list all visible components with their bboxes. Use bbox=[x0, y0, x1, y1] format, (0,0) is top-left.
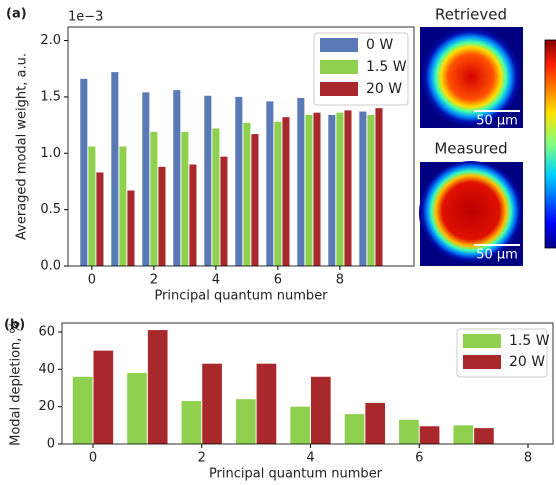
x-axis-label: Principal quantum number bbox=[209, 467, 383, 482]
x-tick-label: 4 bbox=[306, 451, 314, 466]
x-tick-label: 6 bbox=[415, 451, 423, 466]
bar bbox=[345, 414, 365, 444]
bar bbox=[173, 90, 180, 266]
y-tick-label: 60 bbox=[38, 324, 55, 339]
bar bbox=[375, 108, 382, 266]
figure: (a) (b) Retrieved 50 µm Measured 50 µm 0… bbox=[0, 0, 556, 481]
y-axis-label: Modal depletion, % bbox=[9, 321, 24, 446]
y-tick-label: 40 bbox=[38, 362, 55, 377]
x-tick-label: 0 bbox=[88, 273, 96, 288]
bar bbox=[150, 132, 157, 266]
x-axis-label: Principal quantum number bbox=[154, 289, 328, 304]
x-tick-label: 2 bbox=[150, 273, 158, 288]
image-title: Measured bbox=[434, 140, 507, 158]
bar bbox=[367, 115, 374, 266]
legend-label: 20 W bbox=[509, 354, 545, 370]
y-offset-label: 1e−3 bbox=[68, 10, 103, 25]
bar bbox=[282, 117, 289, 266]
bar bbox=[297, 98, 304, 266]
image-title: Retrieved bbox=[435, 6, 507, 24]
bar bbox=[336, 113, 343, 266]
x-tick-label: 0 bbox=[89, 451, 97, 466]
y-tick-label: 0.0 bbox=[40, 259, 61, 274]
bar bbox=[73, 377, 93, 444]
y-tick-label: 0.5 bbox=[40, 202, 61, 217]
legend-label: 0 W bbox=[366, 37, 393, 53]
bar bbox=[220, 157, 227, 266]
bar bbox=[290, 407, 310, 444]
bar bbox=[202, 364, 222, 444]
x-tick-label: 6 bbox=[274, 273, 282, 288]
bar bbox=[93, 351, 113, 444]
x-tick-label: 8 bbox=[524, 451, 532, 466]
x-tick-label: 8 bbox=[336, 273, 344, 288]
bar bbox=[181, 132, 188, 266]
bar bbox=[420, 426, 440, 444]
bar bbox=[111, 72, 118, 266]
bar bbox=[236, 399, 256, 444]
panel-label: (a) bbox=[6, 7, 27, 22]
bar bbox=[251, 134, 258, 266]
legend-swatch bbox=[320, 82, 358, 96]
bar bbox=[212, 128, 219, 266]
bar bbox=[305, 115, 312, 266]
bar bbox=[127, 373, 147, 444]
legend-label: 20 W bbox=[366, 81, 402, 97]
bar bbox=[399, 420, 419, 444]
bar bbox=[142, 92, 149, 266]
bar bbox=[158, 167, 165, 266]
bar bbox=[204, 96, 211, 266]
bar bbox=[148, 330, 168, 444]
y-tick-label: 2.0 bbox=[40, 33, 61, 48]
legend-swatch bbox=[320, 38, 358, 52]
bar bbox=[328, 115, 335, 266]
bar bbox=[119, 147, 126, 267]
bar bbox=[127, 190, 134, 266]
legend-label: 1.5 W bbox=[366, 59, 407, 75]
bar bbox=[182, 401, 202, 444]
bar bbox=[311, 377, 331, 444]
x-tick-label: 4 bbox=[212, 273, 220, 288]
legend-swatch bbox=[463, 355, 501, 369]
bar bbox=[344, 110, 351, 266]
y-tick-label: 0 bbox=[47, 437, 55, 452]
bar bbox=[474, 428, 494, 444]
y-tick-label: 1.0 bbox=[40, 146, 61, 161]
legend-swatch bbox=[320, 60, 358, 74]
bar bbox=[365, 403, 385, 444]
y-axis-label: Averaged modal weight, a.u. bbox=[15, 53, 30, 240]
bar bbox=[88, 147, 95, 267]
legend-label: 1.5 W bbox=[509, 333, 550, 349]
y-tick-label: 20 bbox=[38, 399, 55, 414]
x-tick-label: 2 bbox=[198, 451, 206, 466]
bar bbox=[257, 364, 277, 444]
scale-label: 50 µm bbox=[476, 248, 518, 263]
colorbar bbox=[545, 40, 556, 248]
bar bbox=[313, 113, 320, 266]
bar bbox=[359, 112, 366, 266]
legend-swatch bbox=[463, 334, 501, 348]
bar bbox=[266, 101, 273, 266]
y-tick-label: 1.5 bbox=[40, 89, 61, 104]
bar bbox=[96, 172, 103, 266]
bar bbox=[235, 97, 242, 266]
scale-label: 50 µm bbox=[476, 114, 518, 129]
bar bbox=[453, 425, 473, 444]
bar bbox=[80, 79, 87, 266]
bar bbox=[274, 122, 281, 266]
bar bbox=[189, 165, 196, 266]
bar bbox=[243, 123, 250, 266]
